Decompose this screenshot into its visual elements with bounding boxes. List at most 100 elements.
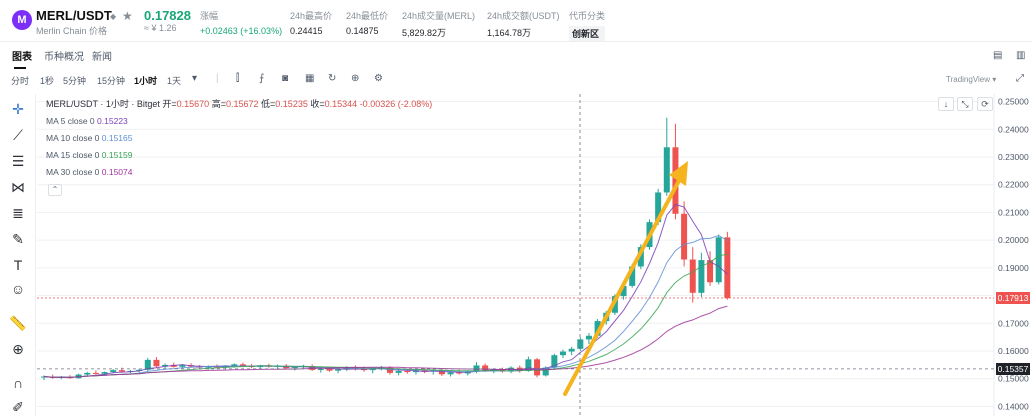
candle-body <box>387 367 393 373</box>
interval-1s[interactable]: 1秒 <box>40 76 55 86</box>
stat-low-value: 0.14875 <box>346 26 379 36</box>
ma15-label: MA 15 close 0 <box>46 150 100 160</box>
active-tab-indicator <box>14 67 26 69</box>
stat-high-value: 0.24415 <box>290 26 323 36</box>
emoji-icon[interactable]: ☺ <box>10 281 26 297</box>
pair-name[interactable]: MERL/USDT <box>36 8 112 23</box>
layout-icon[interactable]: ▥ <box>1016 50 1026 61</box>
candle-body <box>577 339 584 349</box>
text-tool-icon[interactable]: T <box>13 257 23 273</box>
y-tick-label: 0.22000 <box>998 180 1029 190</box>
legend-close: 0.15344 <box>324 99 358 109</box>
ma5-legend: MA 5 close 0 0.15223 <box>46 116 128 126</box>
ma10-legend: MA 10 close 0 0.15165 <box>46 133 133 143</box>
candle-type-icon[interactable]: ⫿ <box>236 73 240 84</box>
orderbook-icon[interactable]: ▤ <box>993 50 1003 61</box>
settings-gear-icon[interactable]: ⚙ <box>374 73 383 84</box>
y-tick-label: 0.23000 <box>998 152 1029 162</box>
legend-change: -0.00326 (-2.08%) <box>359 99 433 109</box>
scroll-down-icon[interactable]: ↓ <box>938 97 954 111</box>
interval-more-icon[interactable]: ▾ <box>192 73 198 84</box>
candle-body <box>239 364 246 366</box>
pair-subtitle: Merlin Chain 价格 <box>36 26 108 36</box>
lock-draw-icon[interactable]: ✐ <box>12 399 24 415</box>
brush-icon[interactable]: ✎ <box>12 231 24 247</box>
candle-body <box>724 237 731 299</box>
reset-icon[interactable]: ↻ <box>328 73 337 84</box>
pair-dropdown-icon[interactable]: ◆ <box>110 12 117 21</box>
interval-tick[interactable]: 分时 <box>11 76 30 86</box>
fib-icon[interactable]: ≣ <box>12 205 24 221</box>
ma30-line <box>43 305 728 378</box>
candle-body <box>309 365 316 370</box>
tab-news[interactable]: 新闻 <box>92 52 112 63</box>
candle-body <box>568 348 575 352</box>
ma15-value: 0.15159 <box>101 150 133 160</box>
stat-high-label: 24h最高价 <box>290 11 333 21</box>
candlestick-chart[interactable]: 0.25000 0.24000 0.23000 0.22000 0.21000 0.200… <box>37 94 1032 416</box>
interval-5m[interactable]: 5分钟 <box>63 76 87 86</box>
candle-body <box>179 365 186 367</box>
fullscreen-icon[interactable]: ⤢ <box>1016 73 1024 84</box>
ruler-icon[interactable]: 📏 <box>9 315 27 331</box>
candle-body <box>689 259 696 293</box>
last-price: 0.17828 <box>144 8 191 23</box>
tab-overview[interactable]: 币种概况 <box>44 52 84 63</box>
candle-body <box>715 237 722 283</box>
stat-volume-usdt-label: 24h成交额(USDT) <box>487 11 560 21</box>
interval-15m[interactable]: 15分钟 <box>97 76 126 86</box>
collapse-legend-icon[interactable]: ⌃ <box>48 184 62 196</box>
interval-1d[interactable]: 1天 <box>167 76 182 86</box>
candle-body <box>594 321 601 336</box>
candle-body <box>162 364 169 367</box>
stat-volume-merl-label: 24h成交量(MERL) <box>402 11 476 21</box>
candle-body <box>41 376 47 378</box>
stat-volume-usdt-value: 1,164.78万 <box>487 28 532 38</box>
y-tick-label: 0.15000 <box>998 374 1029 384</box>
legend-high-label: 高= <box>211 99 226 109</box>
candle-body <box>707 260 714 283</box>
favorite-star-icon[interactable]: ★ <box>122 9 133 23</box>
ohlc-legend: MERL/USDT · 1小时 · Bitget 开=0.15670 高=0.1… <box>46 97 432 110</box>
refresh-icon[interactable]: ⟳ <box>977 97 993 111</box>
category-tag[interactable]: 创新区 <box>569 26 606 41</box>
candle-body <box>482 365 489 371</box>
crosshair-icon[interactable]: ✛ <box>12 101 24 117</box>
candle-body <box>525 359 532 371</box>
legend-title: MERL/USDT · 1小时 · Bitget <box>46 99 160 109</box>
y-tick-label: 0.24000 <box>998 124 1029 134</box>
crosshair-price-tag: 0.15357 <box>996 362 1030 375</box>
candle-body <box>456 372 463 374</box>
candle-body <box>637 247 644 267</box>
magnet-icon[interactable]: ∩ <box>12 375 24 391</box>
candle-body <box>404 370 411 373</box>
calendar-icon[interactable]: ▦ <box>305 73 315 84</box>
legend-high: 0.15672 <box>225 99 259 109</box>
y-tick-label: 0.16000 <box>998 346 1029 356</box>
y-tick-label: 0.20000 <box>998 235 1029 245</box>
pattern-icon[interactable]: ⋈ <box>11 179 25 195</box>
tab-chart[interactable]: 图表 <box>12 52 32 63</box>
candle-body <box>231 364 238 366</box>
candle-body <box>585 335 592 340</box>
stat-volume-merl-value: 5,829.82万 <box>402 28 447 38</box>
legend-open: 0.15670 <box>176 99 210 109</box>
screenshot-icon[interactable]: ◙ <box>282 73 289 84</box>
trend-arrow-head <box>669 161 688 186</box>
interval-1h[interactable]: 1小时 <box>134 76 158 86</box>
add-compare-icon[interactable]: ⊕ <box>351 73 360 84</box>
legend-close-label: 收= <box>310 99 325 109</box>
collapse-icon[interactable]: ⤡ <box>957 97 973 111</box>
chart-toolbar: 分时 1秒 5分钟 15分钟 1小时 1天 ▾ | ⫿ ⨍ ◙ ▦ ↻ ⊕ ⚙ … <box>0 72 1032 90</box>
ma10-line <box>43 234 728 378</box>
content-tabs: 图表 币种概况 新闻 ▤ ▥ <box>0 48 1032 70</box>
y-tick-label: 0.25000 <box>998 97 1029 107</box>
tradingview-selector[interactable]: TradingView ▾ <box>946 75 997 84</box>
horizontal-lines-icon[interactable]: ☰ <box>11 153 25 169</box>
zoom-in-icon[interactable]: ⊕ <box>12 341 24 357</box>
candle-body <box>118 370 125 372</box>
candle-body <box>101 372 108 374</box>
ma5-value: 0.15223 <box>97 116 128 126</box>
indicators-icon[interactable]: ⨍ <box>259 73 265 84</box>
trend-line-icon[interactable]: ⟋ <box>13 127 23 143</box>
